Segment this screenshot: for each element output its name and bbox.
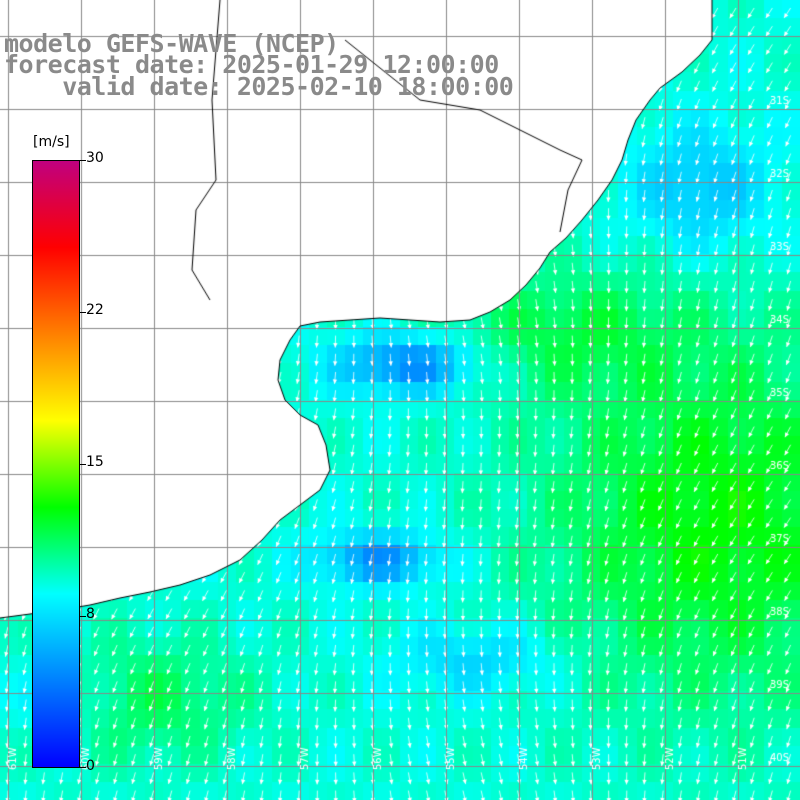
colorbar-tick-mark [80, 160, 86, 161]
colorbar-tick-label: 30 [86, 150, 104, 166]
colorbar [32, 160, 80, 768]
colorbar-tick-mark [80, 767, 86, 768]
model-title: modelo GEFS-WAVE (NCEP) [4, 29, 339, 58]
colorbar-unit: [m/s] [33, 134, 70, 150]
colorbar-tick-mark [80, 616, 86, 617]
forecast-date: forecast date: 2025-01-29 12:00:00 [4, 50, 499, 79]
colorbar-tick-label: 0 [86, 758, 95, 774]
colorbar-tick-label: 15 [86, 454, 104, 470]
colorbar-tick-mark [80, 312, 86, 313]
colorbar-tick-label: 8 [86, 606, 95, 622]
colorbar-tick-mark [80, 464, 86, 465]
valid-date: valid date: 2025-02-10 18:00:00 [4, 72, 514, 101]
colorbar-tick-label: 22 [86, 302, 104, 318]
